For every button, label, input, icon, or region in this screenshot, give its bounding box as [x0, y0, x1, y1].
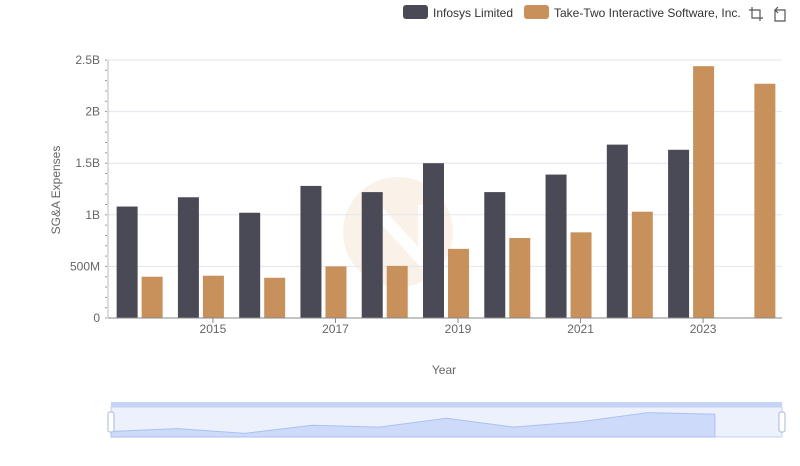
y-tick-label: 2B — [85, 105, 100, 119]
bar-take-two-2024[interactable] — [754, 83, 776, 319]
y-tick-label: 1B — [85, 208, 100, 222]
y-axis-title: SG&A Expenses — [49, 146, 63, 235]
legend-label: Infosys Limited — [433, 6, 513, 20]
y-tick-label: 500M — [70, 259, 100, 273]
legend: Infosys Limited Take-Two Interactive Soft… — [403, 5, 741, 20]
slider-top-bar[interactable] — [111, 402, 782, 407]
bar-infosys-2022[interactable] — [606, 144, 628, 318]
x-tick-label: 2019 — [445, 322, 472, 336]
bar-infosys-2014[interactable] — [116, 206, 138, 318]
bar-infosys-2020[interactable] — [484, 192, 506, 318]
data-zoom-slider[interactable] — [107, 402, 786, 438]
bar-infosys-2021[interactable] — [545, 174, 567, 318]
y-tick-label: 2.5B — [75, 53, 100, 67]
bar-infosys-2019[interactable] — [423, 163, 444, 318]
legend-item-infosys[interactable]: Infosys Limited — [403, 5, 513, 20]
x-axis-title: Year — [432, 363, 456, 377]
bar-take-two-2020[interactable] — [509, 238, 531, 318]
x-tick-label: 2017 — [322, 322, 349, 336]
bar-take-two-2015[interactable] — [202, 275, 224, 318]
bar-take-two-2016[interactable] — [264, 277, 286, 318]
legend-label: Take-Two Interactive Software, Inc. — [554, 6, 741, 20]
bar-infosys-2015[interactable] — [177, 197, 199, 318]
slider-left-handle[interactable] — [107, 411, 115, 433]
crop-select-icon[interactable] — [748, 6, 764, 22]
slider-right-handle[interactable] — [778, 411, 786, 433]
x-tick-label: 2021 — [567, 322, 594, 336]
bar-take-two-2022[interactable] — [631, 211, 653, 318]
reset-zoom-icon[interactable] — [772, 6, 788, 22]
bar-take-two-2017[interactable] — [325, 266, 347, 318]
slider-selection[interactable] — [111, 407, 782, 437]
bar-infosys-2017[interactable] — [300, 185, 322, 318]
slider-mini-area — [110, 412, 716, 438]
bar-take-two-2019[interactable] — [448, 248, 469, 318]
bar-take-two-2018[interactable] — [386, 265, 408, 318]
x-tick-label: 2023 — [690, 322, 717, 336]
bar-take-two-2021[interactable] — [570, 232, 592, 318]
bar-infosys-2018[interactable] — [361, 192, 383, 318]
y-tick-label: 1.5B — [75, 156, 100, 170]
legend-swatch — [403, 5, 428, 19]
y-tick-label: 0 — [93, 311, 100, 325]
x-tick-label: 2015 — [200, 322, 227, 336]
bar-take-two-2014[interactable] — [141, 276, 163, 318]
bars-layer — [116, 66, 776, 319]
bar-infosys-2023[interactable] — [668, 149, 690, 318]
legend-item-take-two[interactable]: Take-Two Interactive Software, Inc. — [524, 5, 741, 20]
bar-infosys-2016[interactable] — [239, 212, 261, 318]
legend-swatch — [524, 5, 549, 19]
bar-take-two-2023[interactable] — [693, 66, 715, 318]
axes-layer: 0 500M 1B 1.5B 2B 2.5B 2015 2017 2019 2021 2023 — [70, 53, 782, 336]
